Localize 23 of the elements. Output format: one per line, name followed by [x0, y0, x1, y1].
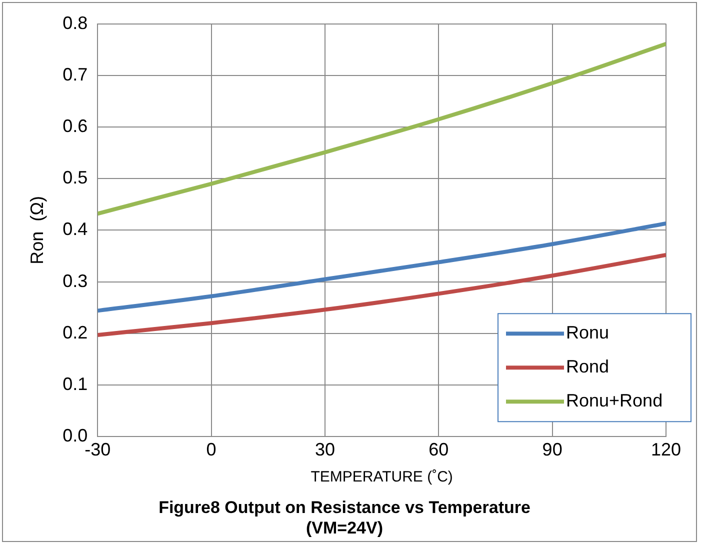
y-tick-label: 0.4: [62, 219, 88, 240]
y-tick-label: 0.1: [62, 374, 88, 394]
legend-label: Ronu+Rond: [566, 390, 663, 411]
y-tick-label: 0.3: [62, 270, 88, 291]
y-tick-label: 0.0: [62, 426, 88, 446]
x-tick-label: 60: [428, 439, 449, 460]
y-tick-label: 0.5: [62, 168, 88, 188]
x-tick-label: 90: [542, 439, 562, 460]
line-series: [98, 42, 666, 216]
text: Figure8 Output on Resistance vs Temperature (VM=24V): [158, 498, 530, 538]
x-tick-label: 120: [650, 439, 682, 460]
y-tick-label: 0.8: [62, 12, 88, 33]
y-tick-label: 0.2: [62, 322, 88, 342]
x-tick-label: 30: [314, 439, 335, 460]
y-axis-title: Ron (Ω): [26, 196, 47, 264]
legend-label: Ronu: [566, 322, 610, 343]
x-tick-label: 0: [206, 439, 216, 460]
y-tick-label: 0.6: [62, 116, 88, 136]
line-series: [98, 221, 666, 313]
legend-label: Rond: [566, 356, 610, 377]
y-tick-label: 0.7: [62, 64, 88, 84]
line-series: [98, 252, 666, 337]
x-axis-title: TEMPERATURE (˚C): [310, 468, 453, 486]
